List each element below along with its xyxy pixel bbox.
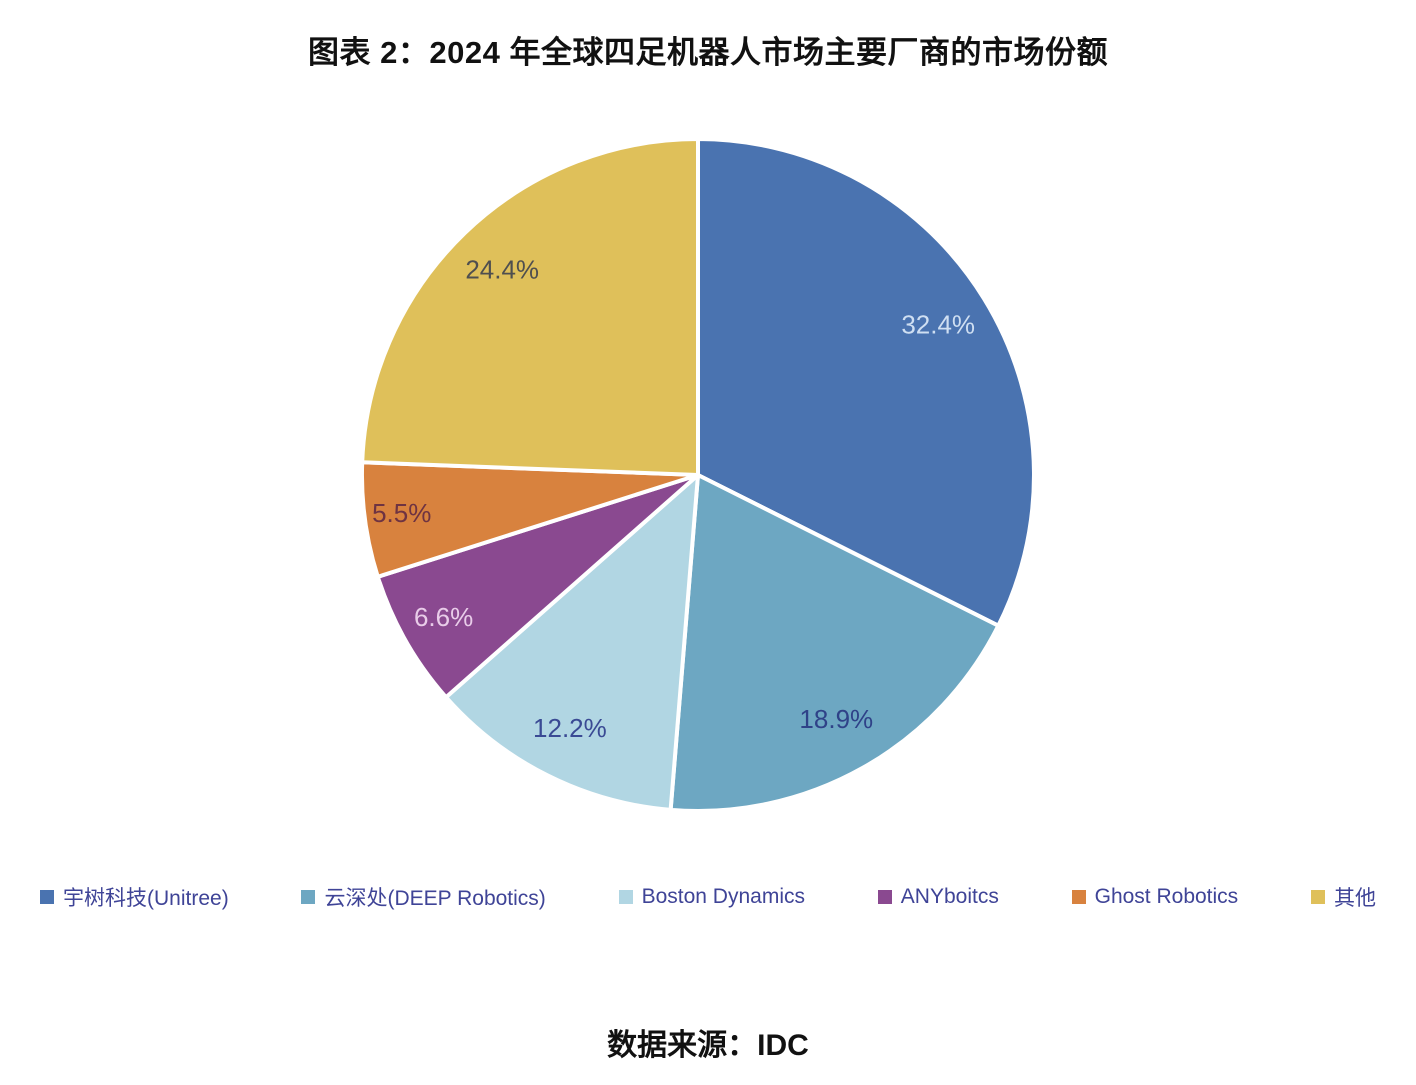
legend-swatch-others	[1310, 890, 1325, 904]
slice-label-boston-dynamics: 12.2%	[533, 713, 607, 743]
pie-chart: 32.4% 18.9% 12.2% 6.6% 5.5% 24.4%	[359, 137, 1036, 814]
legend-item-anyboitcs: ANYboitcs	[877, 885, 999, 909]
legend-swatch-ghost-robotics	[1071, 890, 1086, 904]
legend-item-others: 其他	[1310, 882, 1376, 912]
pie-slice-others	[360, 137, 700, 477]
legend-item-boston-dynamics: Boston Dynamics	[618, 885, 805, 909]
chart-title: 图表 2：2024 年全球四足机器人市场主要厂商的市场份额	[308, 35, 1108, 70]
legend-label-deep-robotics: 云深处(DEEP Robotics)	[324, 887, 546, 910]
legend-label-others: 其他	[1333, 887, 1376, 910]
legend-label-unitree: 宇树科技(Unitree)	[63, 887, 229, 910]
slice-label-ghost-robotics: 5.5%	[372, 498, 431, 528]
legend-item-ghost-robotics: Ghost Robotics	[1071, 885, 1239, 909]
legend-swatch-deep-robotics	[301, 890, 316, 904]
legend-swatch-unitree	[40, 890, 54, 904]
slice-label-deep-robotics: 18.9%	[799, 704, 873, 734]
data-source: 数据来源：IDC	[607, 1029, 809, 1062]
legend: 宇树科技(Unitree) 云深处(DEEP Robotics) Boston …	[0, 882, 1416, 912]
legend-label-anyboitcs: ANYboitcs	[900, 885, 999, 908]
slice-label-anyboitcs: 6.6%	[414, 602, 473, 632]
legend-item-deep-robotics: 云深处(DEEP Robotics)	[301, 882, 546, 912]
legend-label-boston-dynamics: Boston Dynamics	[641, 885, 805, 908]
pie-slice-boston-dynamics	[444, 473, 700, 812]
legend-swatch-anyboitcs	[877, 890, 892, 904]
legend-swatch-boston-dynamics	[618, 890, 633, 904]
pie-slice-anyboitcs	[375, 473, 700, 700]
pie-slice-deep-robotics	[668, 473, 1001, 814]
slice-label-others: 24.4%	[465, 255, 539, 285]
legend-item-unitree: 宇树科技(Unitree)	[40, 882, 229, 912]
slice-label-unitree: 32.4%	[901, 310, 975, 340]
legend-label-ghost-robotics: Ghost Robotics	[1094, 885, 1239, 908]
pie-slice-unitree	[696, 137, 1036, 628]
